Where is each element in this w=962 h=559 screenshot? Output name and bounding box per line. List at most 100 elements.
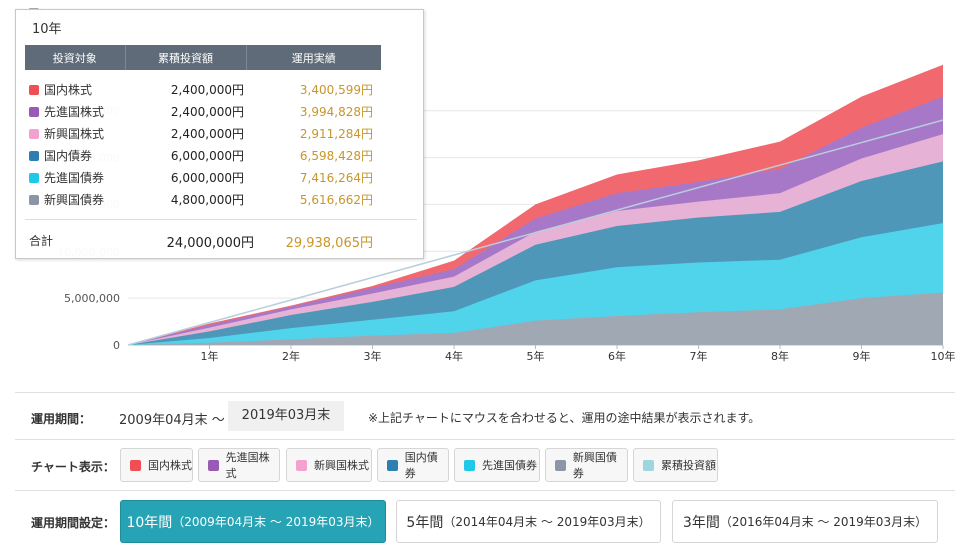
legend-swatch: [29, 128, 39, 139]
x-tick-label: 4年: [445, 349, 463, 363]
tooltip-total-result: 29,938,065円: [285, 236, 373, 251]
y-tick-label: 5,000,000: [64, 292, 120, 305]
x-tick-label: 1年: [201, 349, 219, 363]
legend-toggle-国内債券[interactable]: 国内債券: [377, 448, 449, 482]
legend-swatch: [29, 150, 39, 161]
tooltip-row-name: 新興国債券: [25, 188, 125, 210]
legend-label-text: 累積投資額: [661, 459, 716, 472]
tooltip-row-result: 3,400,599円: [299, 82, 373, 97]
tooltip-row-name: 国内株式: [25, 70, 125, 100]
divider-top: [15, 392, 955, 393]
legend-swatch: [29, 106, 39, 117]
legend-toggle-累積投資額[interactable]: 累積投資額: [633, 448, 718, 482]
legend-label-text: 新興国株式: [314, 459, 369, 472]
legend-toggle-国内株式[interactable]: 国内株式: [120, 448, 193, 482]
tooltip-row: 国内株式 2,400,000円 3,400,599円: [25, 70, 381, 100]
legend-toggle-新興国株式[interactable]: 新興国株式: [286, 448, 372, 482]
tooltip-row: 先進国株式 2,400,000円 3,994,828円: [25, 100, 381, 122]
tooltip-row: 新興国株式 2,400,000円 2,911,284円: [25, 122, 381, 144]
range-button-main: 3年間: [682, 514, 720, 531]
tooltip-title: 10年: [32, 22, 62, 37]
period-note: ※上記チャートにマウスを合わせると、運用の途中結果が表示されます。: [368, 411, 761, 425]
chart-tooltip: 10年 投資対象 累積投資額 運用実績 国内株式 2,400,000円 3,400,…: [15, 9, 424, 259]
range-button-main: 10年間: [126, 514, 173, 531]
tooltip-row-label: 先進国債券: [44, 170, 105, 185]
period-start: 2009年04月末 ～: [119, 413, 225, 428]
x-tick-label: 8年: [771, 349, 789, 363]
tooltip-table: 投資対象 累積投資額 運用実績 国内株式 2,400,000円 3,400,599円…: [25, 45, 381, 210]
tooltip-row-invested: 2,400,000円: [170, 82, 244, 97]
legend-swatch: [208, 459, 219, 471]
legend-swatch: [464, 459, 475, 471]
tooltip-row: 新興国債券 4,800,000円 5,616,662円: [25, 188, 381, 210]
tooltip-row-invested: 6,000,000円: [170, 148, 244, 163]
range-button-10年間[interactable]: 10年間 （2009年04月末 ～ 2019年03月末）: [120, 500, 386, 543]
tooltip-row-result: 5,616,662円: [299, 192, 373, 207]
tooltip-row-label: 国内債券: [44, 148, 93, 163]
legend-swatch: [555, 459, 566, 471]
tooltip-row-invested: 2,400,000円: [170, 126, 244, 141]
legend-label-text: 国内株式: [148, 459, 192, 472]
tooltip-total-invested: 24,000,000円: [166, 236, 254, 251]
legend-toggle-先進国株式[interactable]: 先進国株式: [198, 448, 280, 482]
stacked-area-chart[interactable]: 05,000,00010,000,00015,000,00020,000,000…: [0, 0, 962, 380]
tooltip-row-result: 6,598,428円: [299, 148, 373, 163]
legend-swatch: [643, 459, 654, 471]
legend-label-text: 国内債券: [404, 451, 438, 480]
tooltip-total-row: 合計 24,000,000円 29,938,065円: [25, 232, 381, 252]
range-button-main: 5年間: [406, 514, 444, 531]
range-button-3年間[interactable]: 3年間 （2016年04月末 ～ 2019年03月末）: [672, 500, 938, 543]
range-label: 運用期間設定：: [31, 516, 116, 530]
period-label: 運用期間：: [31, 412, 92, 426]
legend-label-text: 先進国債券: [482, 459, 537, 472]
x-tick-label: 10年: [931, 349, 956, 363]
legend-label: チャート表示：: [31, 460, 115, 474]
tooltip-row: 先進国債券 6,000,000円 7,416,264円: [25, 166, 381, 188]
tooltip-row-result: 3,994,828円: [299, 104, 373, 119]
tooltip-row: 国内債券 6,000,000円 6,598,428円: [25, 144, 381, 166]
tooltip-total-label: 合計: [29, 234, 54, 248]
line-cumulative-investment: [127, 119, 944, 346]
y-tick-label: 0: [113, 339, 120, 352]
range-button-sub: （2016年04月末 ～ 2019年03月末）: [719, 515, 928, 529]
x-tick-label: 5年: [527, 349, 545, 363]
range-button-5年間[interactable]: 5年間 （2014年04月末 ～ 2019年03月末）: [396, 500, 661, 543]
legend-swatch: [130, 459, 141, 471]
area-新興国債券[interactable]: [128, 292, 943, 345]
legend-swatch: [387, 459, 398, 471]
tooltip-divider: [25, 219, 417, 220]
x-tick-label: 3年: [364, 349, 382, 363]
range-button-sub: （2014年04月末 ～ 2019年03月末）: [443, 515, 651, 529]
legend-swatch: [29, 84, 39, 95]
x-tick-label: 9年: [853, 349, 871, 363]
tooltip-header-target: 投資対象: [25, 45, 126, 70]
tooltip-row-invested: 4,800,000円: [170, 192, 244, 207]
range-button-sub: （2009年04月末 ～ 2019年03月末）: [172, 515, 380, 529]
tooltip-row-label: 国内株式: [44, 82, 93, 97]
legend-toggle-先進国債券[interactable]: 先進国債券: [454, 448, 540, 482]
x-tick-label: 7年: [690, 349, 708, 363]
legend-label-text: 先進国株式: [225, 451, 270, 480]
x-tick-label: 2年: [282, 349, 300, 363]
legend-toggle-新興国債券[interactable]: 新興国債券: [545, 448, 628, 482]
x-axis: 1年 2年 3年 4年 5年 6年 7年 8年 9年 10年: [201, 345, 956, 363]
legend-swatch: [296, 459, 307, 471]
tooltip-row-label: 新興国株式: [44, 126, 105, 141]
tooltip-header-result: 運用実績: [246, 45, 381, 70]
tooltip-row-label: 先進国株式: [44, 104, 105, 119]
tooltip-row-invested: 2,400,000円: [170, 104, 244, 119]
x-tick-label: 6年: [608, 349, 626, 363]
tooltip-row-name: 先進国債券: [25, 166, 125, 188]
tooltip-rows: 国内株式 2,400,000円 3,400,599円先進国株式 2,400,000円 3…: [25, 70, 381, 210]
tooltip-row-result: 2,911,284円: [299, 126, 373, 141]
tooltip-row-result: 7,416,264円: [299, 170, 373, 185]
tooltip-row-name: 先進国株式: [25, 100, 125, 122]
legend-swatch: [29, 194, 39, 205]
tooltip-row-name: 国内債券: [25, 144, 125, 166]
divider-bottom: [15, 490, 955, 491]
tooltip-header-invested: 累積投資額: [125, 45, 247, 70]
tooltip-row-label: 新興国債券: [44, 192, 105, 207]
period-end: 2019年03月末: [228, 401, 344, 431]
chart-areas[interactable]: [128, 64, 943, 346]
divider-middle: [15, 439, 955, 440]
